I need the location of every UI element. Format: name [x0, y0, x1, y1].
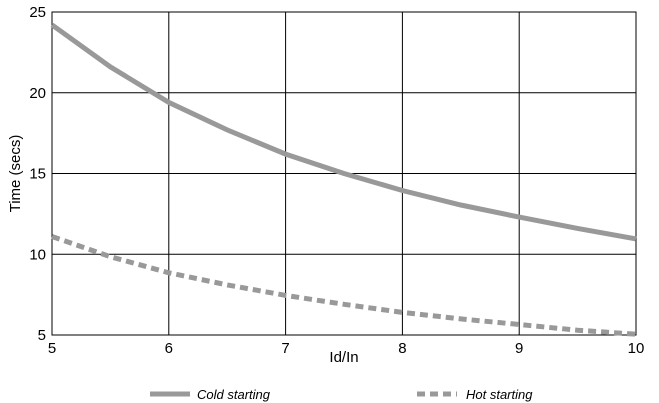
x-tick-label-4: 9	[515, 340, 523, 357]
series-line-cold-starting	[50, 22, 637, 242]
series-lines	[50, 22, 637, 337]
y-tick-label-2: 15	[29, 166, 46, 183]
y-axis-label: Time (secs)	[7, 135, 24, 213]
y-axis-ticks: 5 10 15 20 25	[29, 4, 46, 344]
plot-area-frame	[51, 11, 637, 336]
x-tick-label-0: 5	[48, 340, 56, 357]
x-axis-ticks: 5 6 7 8 9 10	[48, 340, 645, 357]
legend-label-0: Cold starting	[197, 387, 271, 402]
legend-label-1: Hot starting	[466, 387, 533, 402]
chart-legend: Cold starting Hot starting	[150, 387, 533, 402]
y-tick-label-3: 20	[29, 85, 46, 102]
y-tick-label-0: 5	[38, 327, 46, 344]
x-tick-label-2: 7	[281, 340, 289, 357]
x-tick-label-3: 8	[398, 340, 406, 357]
x-tick-label-5: 10	[628, 340, 645, 357]
y-tick-label-4: 25	[29, 4, 46, 21]
x-axis-label: Id/In	[329, 349, 358, 366]
x-tick-label-1: 6	[165, 340, 173, 357]
y-tick-label-1: 10	[29, 246, 46, 263]
series-line-hot-starting	[51, 234, 637, 337]
